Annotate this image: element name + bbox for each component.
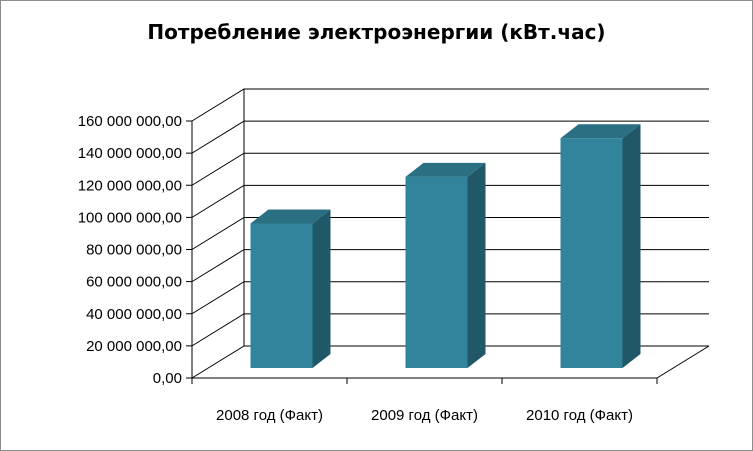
bar-front-face [405,176,468,368]
bar-side-face [312,209,331,368]
y-tick-label: 80 000 000,00 [86,242,182,259]
y-tick-label: 40 000 000,00 [86,306,182,323]
bar-side-face [622,124,641,369]
bar [250,209,331,368]
y-tick-label: 60 000 000,00 [86,274,182,291]
bar [560,124,641,369]
gridline [191,88,709,122]
bar-front-face [560,138,623,368]
y-tick-label: 120 000 000,00 [78,177,182,194]
bar-top-face [250,209,331,224]
bar [405,162,486,368]
axis-layer [186,120,658,384]
x-category-label: 2008 год (Факт) [216,407,323,424]
bar-front-face [250,223,313,368]
grid-layer [191,88,710,379]
bar-top-face [560,124,641,139]
y-tick-label: 160 000 000,00 [78,113,182,130]
y-tick-label: 0,00 [153,370,182,387]
label-layer: 0,00 20 000 000,00 40 000 000,00 60 000 000… [78,113,633,424]
x-category-label: 2010 год (Факт) [526,407,633,424]
floor-right-edge [656,345,710,379]
bar-top-face [405,162,486,177]
y-tick-label: 100 000 000,00 [78,209,182,226]
x-category-label: 2009 год (Факт) [371,407,478,424]
bar-side-face [467,162,486,368]
y-tick-label: 20 000 000,00 [86,338,182,355]
bar-layer [250,124,641,369]
y-tick-label: 140 000 000,00 [78,145,182,162]
chart-title: Потребление электроэнергии (кВт.час) [147,20,606,44]
